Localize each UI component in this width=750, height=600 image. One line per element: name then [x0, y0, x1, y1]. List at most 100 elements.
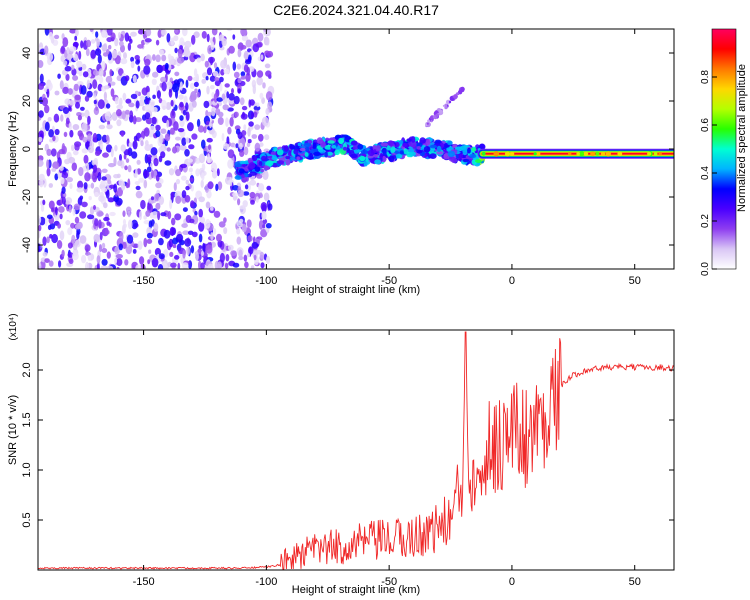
noise-speckle — [56, 240, 63, 249]
noise-speckle — [238, 218, 244, 224]
noise-speckle — [58, 260, 62, 268]
noise-speckle — [195, 168, 200, 177]
noise-speckle — [125, 158, 130, 164]
noise-speckle — [249, 191, 256, 199]
noise-speckle — [59, 230, 65, 241]
ridge-speckle — [429, 153, 437, 160]
noise-speckle — [201, 31, 207, 39]
noise-speckle — [74, 35, 78, 41]
noise-speckle — [150, 105, 155, 113]
noise-speckle — [67, 252, 74, 258]
noise-speckle — [244, 261, 249, 269]
noise-speckle — [150, 147, 158, 156]
noise-speckle — [47, 224, 52, 231]
noise-speckle — [135, 190, 143, 199]
noise-speckle — [184, 238, 192, 247]
ridge-speckle — [238, 168, 244, 174]
ridge-speckle — [419, 137, 426, 144]
noise-speckle — [196, 57, 202, 63]
y-tick-label: 1.5 — [21, 412, 33, 427]
noise-speckle — [53, 113, 60, 123]
noise-speckle — [93, 99, 97, 105]
noise-speckle — [141, 87, 149, 96]
noise-speckle — [236, 236, 242, 245]
noise-speckle — [155, 124, 161, 131]
noise-speckle — [97, 262, 100, 269]
noise-speckle — [228, 45, 235, 54]
ridge-speckle — [261, 155, 267, 162]
noise-speckle — [117, 187, 123, 197]
noise-speckle — [185, 185, 190, 191]
noise-speckle — [72, 124, 80, 131]
noise-speckle — [144, 104, 152, 112]
noise-speckle — [169, 199, 173, 210]
ridge-speckle — [325, 137, 330, 142]
noise-speckle — [104, 111, 111, 122]
noise-speckle — [149, 125, 156, 133]
noise-speckle — [227, 126, 232, 135]
noise-speckle — [236, 63, 241, 70]
noise-speckle — [146, 232, 153, 239]
ridge-speckle — [469, 153, 477, 159]
y-tick-label: 40 — [21, 47, 33, 59]
noise-speckle — [244, 184, 249, 190]
noise-speckle — [169, 226, 176, 236]
branch-speckle — [448, 100, 452, 104]
noise-speckle — [98, 219, 102, 229]
noise-speckle — [140, 264, 146, 269]
noise-speckle — [73, 203, 81, 211]
noise-speckle — [266, 185, 272, 191]
noise-speckle — [101, 30, 108, 38]
noise-speckle — [54, 90, 60, 96]
colorbar-tick-label: 0.4 — [700, 166, 711, 180]
noise-speckle — [90, 182, 95, 189]
noise-speckle — [54, 34, 60, 40]
noise-speckle — [207, 45, 213, 55]
ridge-speckle — [380, 142, 389, 147]
noise-speckle — [206, 85, 210, 95]
noise-speckle — [75, 101, 80, 109]
noise-speckle — [81, 201, 88, 208]
heatmap-y-axis-label: Frequency (Hz) — [7, 111, 19, 187]
noise-speckle — [116, 266, 120, 269]
noise-speckle — [179, 81, 183, 91]
noise-speckle — [183, 49, 191, 58]
noise-speckle — [59, 80, 64, 90]
noise-speckle — [38, 110, 44, 118]
noise-speckle — [131, 151, 138, 159]
noise-speckle — [46, 214, 53, 220]
ridge-speckle — [324, 151, 328, 158]
noise-speckle — [38, 262, 42, 269]
noise-speckle — [232, 185, 239, 191]
noise-speckle — [207, 263, 214, 269]
noise-speckle — [210, 41, 215, 51]
noise-speckle — [193, 81, 199, 88]
noise-speckle — [62, 86, 69, 94]
noise-speckle — [79, 235, 87, 244]
noise-speckle — [116, 109, 122, 117]
noise-speckle — [121, 110, 126, 120]
noise-speckle — [207, 111, 213, 117]
noise-speckle — [170, 37, 175, 46]
noise-speckle — [243, 254, 248, 262]
noise-speckle — [223, 217, 227, 224]
ridge-speckle — [436, 145, 442, 153]
noise-speckle — [109, 69, 113, 77]
noise-speckle — [240, 45, 247, 50]
y-tick-label: -40 — [21, 237, 33, 253]
noise-speckle — [68, 205, 72, 213]
noise-speckle — [154, 247, 161, 257]
ridge-speckle — [395, 141, 400, 148]
ridge-speckle — [258, 161, 263, 166]
x-tick-label: 50 — [629, 576, 641, 588]
noise-speckle — [247, 139, 252, 144]
noise-speckle — [221, 93, 226, 100]
noise-speckle — [132, 248, 137, 254]
noise-speckle — [258, 183, 265, 192]
noise-speckle — [128, 142, 133, 148]
ridge-speckle — [462, 149, 468, 156]
noise-speckle — [122, 210, 126, 217]
noise-speckle — [99, 143, 104, 150]
noise-speckle — [101, 187, 108, 192]
noise-speckle — [185, 79, 189, 89]
